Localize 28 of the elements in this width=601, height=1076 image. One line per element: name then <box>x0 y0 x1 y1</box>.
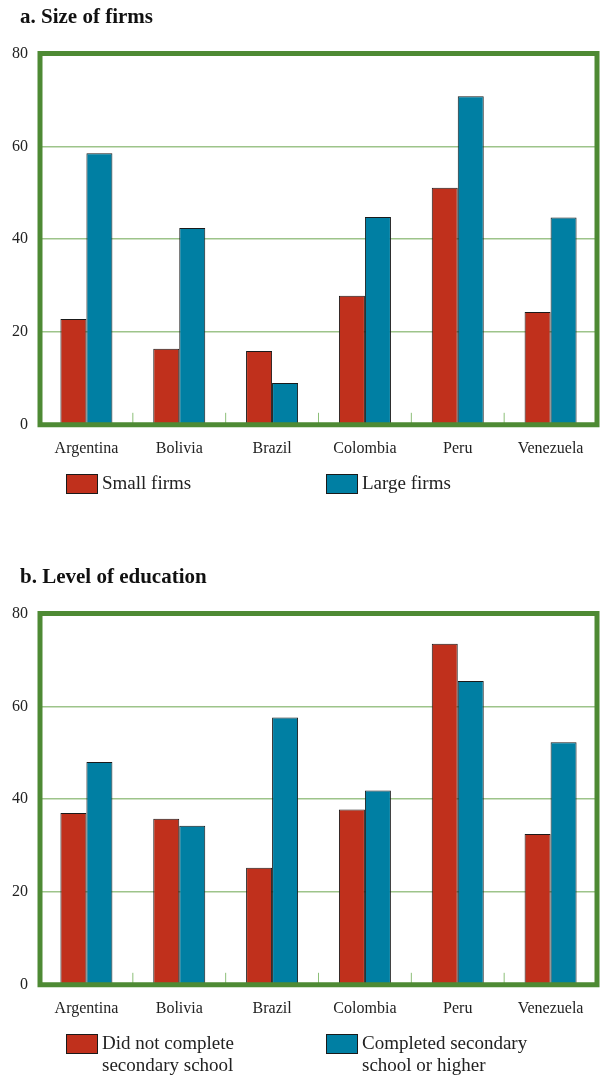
x-tick-label: Argentina <box>54 998 119 1017</box>
y-tick-label: 0 <box>20 415 28 432</box>
x-tick-label: Brazil <box>252 438 293 456</box>
legend-label: Large firms <box>362 472 451 494</box>
y-tick-label: 60 <box>12 696 28 714</box>
y-tick-label: 20 <box>12 322 28 340</box>
legend-label: Did not complete secondary school <box>102 1032 235 1076</box>
x-tick-label: Brazil <box>252 998 293 1016</box>
y-tick-label: 40 <box>12 229 28 247</box>
y-tick-label: 60 <box>12 136 28 154</box>
legend-label: Completed secondary school or higher <box>362 1032 529 1076</box>
x-tick-label: Peru <box>443 438 473 456</box>
y-tick-label: 20 <box>12 882 28 900</box>
x-tick-label: Colombia <box>333 998 397 1016</box>
x-tick-label: Bolivia <box>155 438 203 456</box>
y-tick-label: 80 <box>12 603 28 621</box>
x-tick-label: Colombia <box>333 438 397 456</box>
x-tick-label: Argentina <box>54 438 119 457</box>
chart-title: a. Size of firms <box>19 4 154 30</box>
x-tick-label: Bolivia <box>155 998 203 1016</box>
chart-title: b. Level of education <box>19 564 208 590</box>
x-tick-label: Peru <box>443 998 473 1016</box>
y-tick-label: 40 <box>12 789 28 807</box>
y-tick-label: 0 <box>20 975 28 992</box>
x-tick-label: Venezuela <box>517 438 584 456</box>
x-tick-label: Venezuela <box>517 998 584 1016</box>
legend-label: Small firms <box>102 472 192 494</box>
y-tick-label: 80 <box>12 43 28 61</box>
